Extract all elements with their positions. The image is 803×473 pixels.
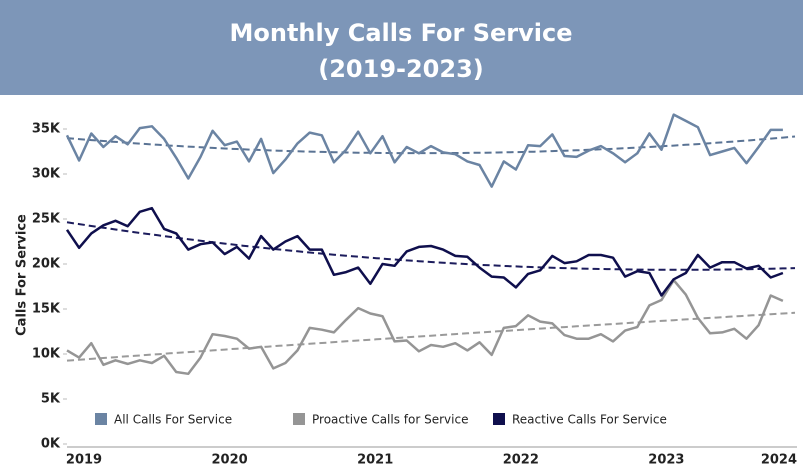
legend-swatch <box>293 413 305 425</box>
y-tick-label: 15K <box>32 302 61 317</box>
header-band <box>0 0 803 95</box>
legend-label: Reactive Calls For Service <box>512 413 667 427</box>
trend-line <box>66 221 796 271</box>
chart-title: Monthly Calls For Service <box>229 19 572 47</box>
legend-label: Proactive Calls for Service <box>312 413 468 427</box>
y-tick-label: 0K <box>41 437 61 452</box>
x-tick-label: 2024 <box>761 453 797 468</box>
x-tick-label: 2021 <box>357 453 393 468</box>
y-tick-label: 35K <box>32 122 61 137</box>
x-tick-label: 2023 <box>648 453 684 468</box>
legend-label: All Calls For Service <box>114 413 232 427</box>
x-tick-label: 2022 <box>503 453 539 468</box>
series-line <box>65 113 783 188</box>
x-tick-label: 2019 <box>66 453 102 468</box>
y-tick-label: 30K <box>32 167 61 182</box>
x-tick-label: 2020 <box>212 453 248 468</box>
y-tick-label: 5K <box>41 392 61 407</box>
trend-line <box>66 135 796 155</box>
y-tick-label: 25K <box>32 212 61 227</box>
legend-swatch <box>493 413 505 425</box>
y-tick-label: 10K <box>32 347 61 362</box>
series-line <box>66 278 784 376</box>
trend-line <box>66 311 796 362</box>
chart-subtitle: (2019-2023) <box>318 55 484 83</box>
series-line <box>65 206 784 297</box>
y-axis-label: Calls For Service <box>15 214 30 336</box>
legend-swatch <box>95 413 107 425</box>
y-tick-label: 20K <box>32 257 61 272</box>
